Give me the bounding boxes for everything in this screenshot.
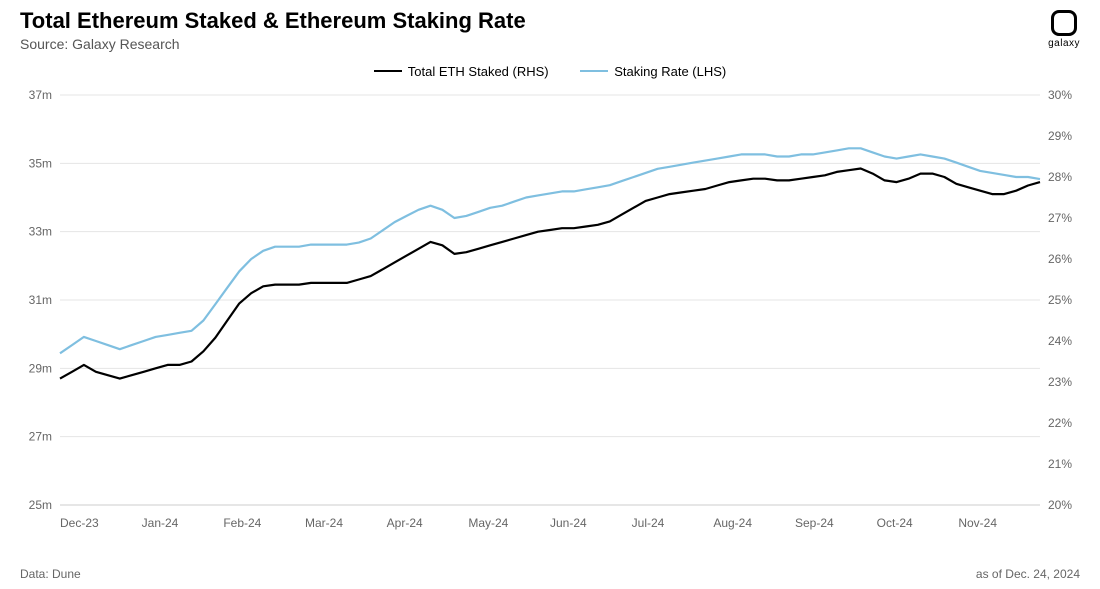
svg-text:37m: 37m <box>29 88 52 102</box>
as-of-footer: as of Dec. 24, 2024 <box>976 567 1080 581</box>
legend-swatch-icon <box>374 70 402 72</box>
svg-text:Dec-23: Dec-23 <box>60 516 99 530</box>
svg-text:33m: 33m <box>29 225 52 239</box>
svg-text:Mar-24: Mar-24 <box>305 516 343 530</box>
legend-swatch-icon <box>580 70 608 72</box>
svg-text:Jan-24: Jan-24 <box>142 516 179 530</box>
chart-plot-area: 25m27m29m31m33m35m37m20%21%22%23%24%25%2… <box>60 85 1040 535</box>
data-source-footer: Data: Dune <box>20 567 81 581</box>
svg-text:29m: 29m <box>29 361 52 375</box>
svg-text:Feb-24: Feb-24 <box>223 516 261 530</box>
svg-text:27m: 27m <box>29 430 52 444</box>
svg-text:May-24: May-24 <box>468 516 508 530</box>
legend-item-staking-rate: Staking Rate (LHS) <box>580 64 726 79</box>
svg-text:30%: 30% <box>1048 88 1072 102</box>
chart-svg: 25m27m29m31m33m35m37m20%21%22%23%24%25%2… <box>60 85 1040 535</box>
svg-text:27%: 27% <box>1048 211 1072 225</box>
svg-text:22%: 22% <box>1048 416 1072 430</box>
brand-logo: galaxy <box>1048 10 1080 49</box>
svg-text:Sep-24: Sep-24 <box>795 516 834 530</box>
chart-title: Total Ethereum Staked & Ethereum Staking… <box>20 8 526 34</box>
svg-text:29%: 29% <box>1048 129 1072 143</box>
legend-label: Staking Rate (LHS) <box>614 64 726 79</box>
svg-text:25m: 25m <box>29 498 52 512</box>
series-total-eth-staked <box>60 169 1040 379</box>
svg-text:35m: 35m <box>29 156 52 170</box>
svg-text:Nov-24: Nov-24 <box>958 516 997 530</box>
legend-item-total-eth-staked: Total ETH Staked (RHS) <box>374 64 549 79</box>
chart-legend: Total ETH Staked (RHS) Staking Rate (LHS… <box>0 60 1100 79</box>
galaxy-logo-icon <box>1051 10 1077 36</box>
chart-subtitle: Source: Galaxy Research <box>20 36 180 52</box>
brand-logo-text: galaxy <box>1048 38 1080 49</box>
svg-text:20%: 20% <box>1048 498 1072 512</box>
svg-text:31m: 31m <box>29 293 52 307</box>
svg-text:25%: 25% <box>1048 293 1072 307</box>
svg-text:Oct-24: Oct-24 <box>877 516 913 530</box>
svg-text:21%: 21% <box>1048 457 1072 471</box>
series-staking-rate <box>60 148 1040 353</box>
svg-text:Aug-24: Aug-24 <box>713 516 752 530</box>
svg-text:Jun-24: Jun-24 <box>550 516 587 530</box>
legend-label: Total ETH Staked (RHS) <box>408 64 549 79</box>
svg-text:Jul-24: Jul-24 <box>632 516 665 530</box>
svg-text:23%: 23% <box>1048 375 1072 389</box>
svg-text:24%: 24% <box>1048 334 1072 348</box>
svg-text:Apr-24: Apr-24 <box>387 516 423 530</box>
svg-text:28%: 28% <box>1048 170 1072 184</box>
svg-text:26%: 26% <box>1048 252 1072 266</box>
